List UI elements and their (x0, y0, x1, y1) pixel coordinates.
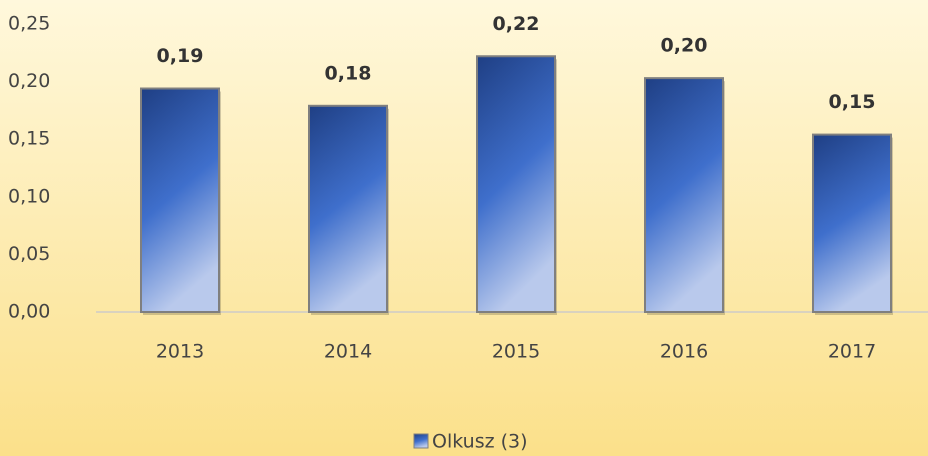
y-tick-label: 0,20 (8, 70, 50, 92)
y-tick-label: 0,25 (8, 13, 50, 35)
y-tick-label: 0,00 (8, 301, 50, 323)
legend-label: Olkusz (3) (432, 431, 528, 453)
y-tick-label: 0,15 (8, 128, 50, 150)
bar (812, 133, 892, 313)
value-label: 0,20 (661, 35, 708, 57)
bar (140, 87, 220, 314)
x-tick-label: 2015 (492, 341, 540, 363)
value-label: 0,15 (829, 91, 876, 113)
value-label: 0,19 (157, 45, 204, 67)
x-tick-label: 2017 (828, 341, 876, 363)
legend-swatch (413, 433, 429, 449)
bar (644, 77, 724, 313)
x-tick-label: 2013 (156, 341, 204, 363)
y-tick-label: 0,10 (8, 185, 50, 207)
value-label: 0,22 (493, 13, 540, 35)
x-tick-label: 2016 (660, 341, 708, 363)
y-tick-label: 0,05 (8, 243, 50, 265)
bar (308, 104, 388, 313)
value-label: 0,18 (325, 62, 372, 84)
x-tick-label: 2014 (324, 341, 372, 363)
bar (476, 55, 556, 314)
